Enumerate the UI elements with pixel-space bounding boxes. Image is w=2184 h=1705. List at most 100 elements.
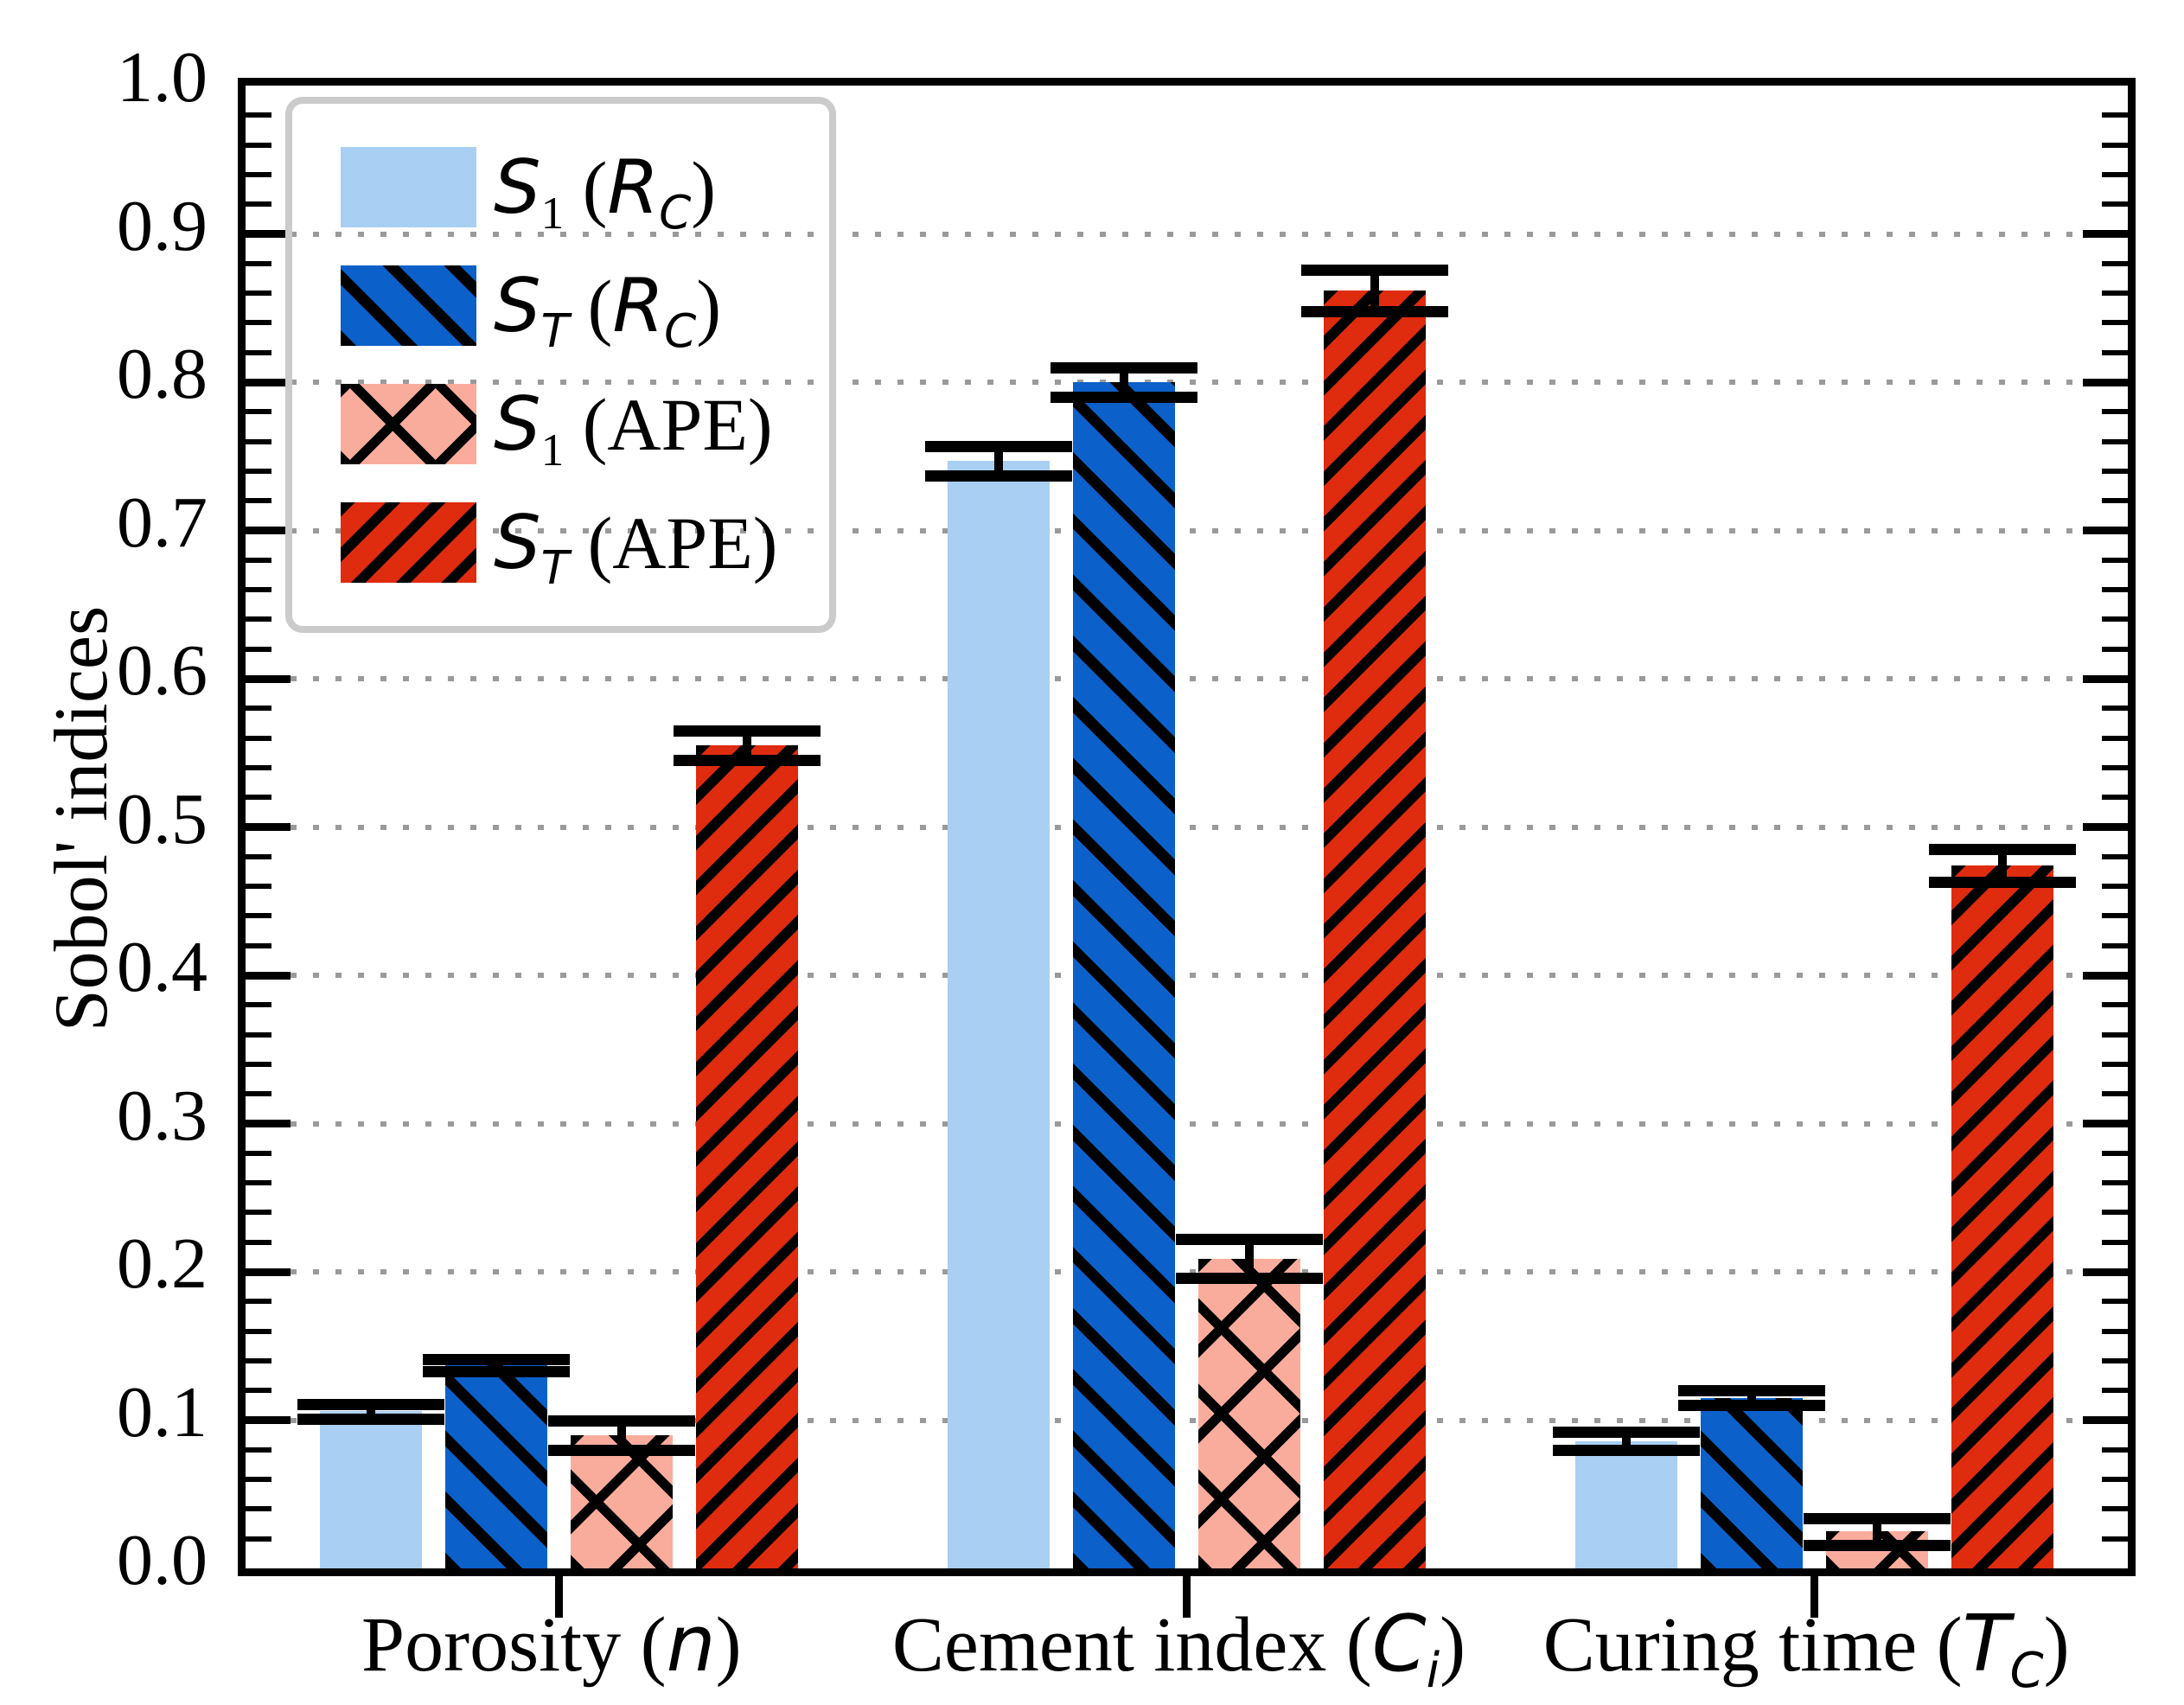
y-tick-left (246, 1210, 271, 1216)
error-bar-cap-bottom (1803, 1539, 1951, 1551)
y-tick-label: 0.4 (117, 927, 208, 1007)
y-tick-right (2102, 1506, 2128, 1512)
error-bar-stem (1747, 1390, 1756, 1406)
y-tick-left (246, 646, 271, 652)
y-tick-left (246, 1002, 271, 1008)
error-bar-stem (1245, 1239, 1254, 1278)
y-tick-label: 1.0 (117, 37, 208, 118)
y-tick-label: 0.2 (117, 1223, 208, 1304)
y-tick-right (2102, 913, 2128, 919)
bar-strc-group0 (445, 1365, 548, 1568)
y-tick-right (2102, 884, 2128, 890)
y-tick-left (246, 735, 271, 741)
error-bar-cap-top (1050, 361, 1197, 374)
error-bar-cap-top (674, 725, 821, 738)
legend-swatch (341, 265, 476, 346)
y-tick-right (2083, 1268, 2128, 1276)
error-bar-cap-bottom (1050, 392, 1197, 404)
x-tick-label: Cement index (Ci) (891, 1599, 1466, 1699)
y-tick-left (246, 498, 271, 504)
legend-item: ST (APE) (341, 483, 777, 602)
legend-item: S1 (RC) (341, 128, 777, 246)
bar-s1rc-group0 (320, 1411, 423, 1568)
gridline (246, 527, 2128, 533)
y-tick-left (246, 884, 271, 890)
y-tick-right (2102, 795, 2128, 801)
y-tick-right (2102, 706, 2128, 712)
y-tick-right (2102, 646, 2128, 652)
y-tick-right (2102, 320, 2128, 326)
y-tick-left (246, 913, 271, 919)
error-bar-cap-top (548, 1414, 696, 1427)
y-tick-label: 0.6 (117, 630, 208, 711)
error-bar-cap-bottom (1301, 305, 1448, 317)
error-bar-stem (743, 731, 752, 761)
bar-s1ape-group0 (571, 1434, 674, 1568)
error-bar-cap-top (1803, 1512, 1951, 1524)
y-tick-left (246, 527, 291, 534)
y-tick-left (246, 468, 271, 474)
y-tick-left (246, 1536, 271, 1542)
y-tick-right (2102, 1031, 2128, 1038)
error-bar-cap-bottom (1928, 876, 2076, 888)
error-bar-cap-top (1928, 844, 2076, 856)
y-tick-right (2102, 1357, 2128, 1363)
y-tick-left (246, 587, 271, 593)
y-tick-right (2102, 557, 2128, 563)
y-tick-right (2083, 230, 2128, 238)
y-tick-right (2102, 1299, 2128, 1305)
x-tick (555, 1576, 564, 1618)
error-bar-cap-bottom (1677, 1400, 1825, 1412)
y-tick-right (2083, 527, 2128, 534)
legend-swatch (341, 502, 476, 583)
y-tick-right (2102, 498, 2128, 504)
bar-stape-group0 (696, 745, 799, 1568)
y-tick-right (2102, 438, 2128, 444)
y-tick-right (2102, 942, 2128, 948)
y-tick-left (246, 1091, 271, 1097)
y-tick-label: 0.1 (117, 1371, 208, 1453)
y-tick-left (246, 230, 291, 238)
error-bar-stem (367, 1403, 376, 1419)
error-bar-cap-top (1176, 1234, 1323, 1246)
y-tick-right (2102, 1210, 2128, 1216)
y-tick-right (2102, 1446, 2128, 1453)
error-bar-cap-top (925, 440, 1072, 452)
y-tick-right (2102, 1180, 2128, 1186)
error-bar-stem (1370, 269, 1379, 311)
legend-label: ST (APE) (494, 499, 778, 595)
gridline (246, 973, 2128, 978)
error-bar-cap-top (297, 1398, 445, 1410)
gridline (246, 676, 2128, 681)
x-tick (1183, 1576, 1191, 1618)
y-tick-right (2102, 291, 2128, 297)
legend-label: ST (RC) (494, 262, 721, 358)
y-tick-left (246, 171, 271, 177)
error-bar-stem (1120, 367, 1128, 398)
y-tick-right (2102, 142, 2128, 148)
y-tick-label: 0.0 (117, 1520, 208, 1600)
y-tick-label: 0.5 (117, 778, 208, 859)
y-tick-left (246, 795, 271, 801)
y-tick-right (2102, 1002, 2128, 1008)
gridline (246, 1417, 2128, 1423)
bar-s1ape-group1 (1198, 1258, 1300, 1568)
y-tick-left (246, 1299, 271, 1305)
error-bar-cap-top (1301, 264, 1448, 276)
gridline (246, 380, 2128, 385)
error-bar-cap-bottom (548, 1444, 696, 1456)
bar-strc-group2 (1700, 1397, 1803, 1568)
y-tick-label: 0.9 (117, 185, 208, 266)
y-tick-left (246, 616, 271, 623)
y-tick-left (246, 142, 271, 148)
y-tick-left (246, 1180, 271, 1186)
y-tick-right (2102, 201, 2128, 208)
error-bar-cap-bottom (297, 1413, 445, 1425)
y-tick-right (2102, 1328, 2128, 1334)
y-tick-left (246, 1446, 271, 1453)
y-tick-label: 0.8 (117, 334, 208, 414)
y-tick-left (246, 1150, 271, 1156)
y-tick-right (2102, 1150, 2128, 1156)
legend-swatch (341, 147, 476, 227)
